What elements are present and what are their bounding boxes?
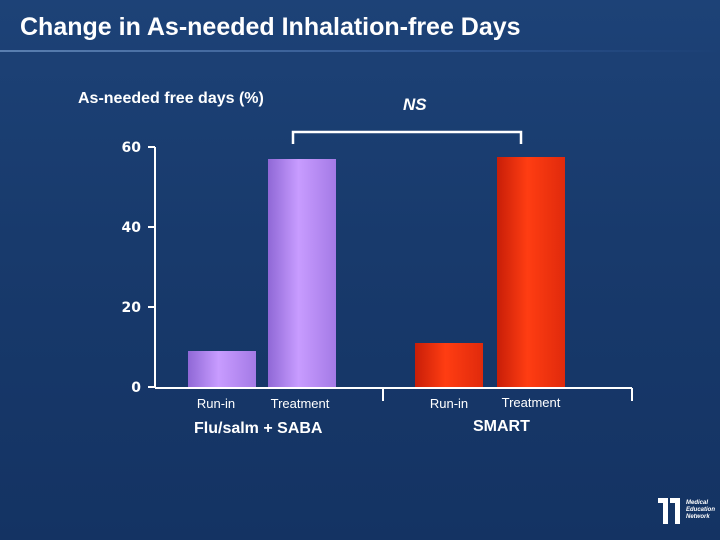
logo-text: Medical Education Network [686, 500, 716, 521]
slide-title: Change in As-needed Inhalation-free Days [20, 13, 521, 41]
y-axis-label: As-needed free days (%) [78, 90, 264, 107]
significance-annotation: NS [403, 95, 427, 114]
significance-bracket [291, 130, 523, 144]
category-label: Treatment [271, 396, 330, 411]
category-label: Treatment [502, 395, 561, 410]
logo-line: Education [686, 507, 716, 513]
bar [497, 157, 565, 387]
title-divider [0, 50, 720, 52]
y-tick-label: 60 [122, 140, 142, 156]
y-tick-label: 0 [131, 380, 141, 396]
y-tick-label: 40 [122, 220, 142, 236]
y-tick-label: 20 [122, 300, 142, 316]
logo-line: Network [686, 514, 710, 520]
category-label: Run-in [197, 396, 235, 411]
medical-education-network-logo [658, 498, 680, 524]
bar [415, 343, 483, 387]
bar [188, 351, 256, 387]
bar [268, 159, 336, 387]
group-label-smart: SMART [473, 418, 530, 435]
category-label: Run-in [430, 396, 468, 411]
logo-line: Medical [686, 500, 709, 506]
group-label-flu-salm-saba: Flu/salm + SABA [194, 420, 323, 437]
